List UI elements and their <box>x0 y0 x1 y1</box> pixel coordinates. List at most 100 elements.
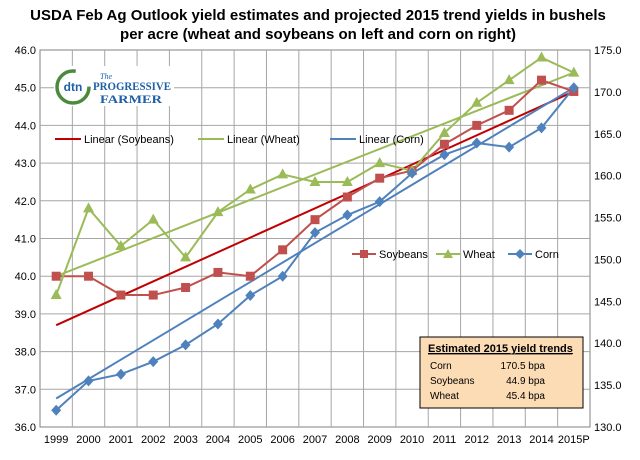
x-axis-tick-label: 2004 <box>206 434 230 446</box>
marker-corn <box>245 289 256 301</box>
x-axis-tick-label: 2013 <box>497 434 521 446</box>
left-axis-tick-label: 39.0 <box>15 309 36 321</box>
logo: dtn The PROGRESSIVE FARMER <box>54 66 174 106</box>
left-axis-tick-label: 44.0 <box>15 120 36 132</box>
marker-wheat <box>568 66 580 77</box>
logo-line-1: The <box>100 72 112 81</box>
x-axis-tick-label: 2014 <box>529 434 553 446</box>
right-axis-tick-label: 175.0 <box>594 45 622 57</box>
left-axis-tick-label: 46.0 <box>15 45 36 57</box>
marker-wheat <box>277 168 289 179</box>
marker-corn <box>148 356 159 368</box>
legend-label-linear-wheat: Linear (Wheat) <box>227 134 300 146</box>
marker-corn <box>83 375 94 387</box>
legend-swatch-corn-marker <box>515 249 525 259</box>
legend-label-wheat: Wheat <box>463 249 495 261</box>
trendline-linear-corn <box>55 86 575 400</box>
x-axis-tick-label: 2006 <box>270 434 294 446</box>
right-axis-tick-label: 170.0 <box>594 87 622 99</box>
x-axis-tick-label: 2012 <box>465 434 489 446</box>
marker-soybeans <box>148 290 158 300</box>
marker-wheat <box>50 289 62 300</box>
legend-label-corn: Corn <box>535 249 559 261</box>
marker-wheat <box>244 183 256 194</box>
trendline-linear-wheat <box>55 71 575 278</box>
right-axis-tick-label: 165.0 <box>594 129 622 141</box>
chart-title-line-2: per acre (wheat and soybeans on left and… <box>120 26 516 43</box>
marker-wheat <box>341 175 353 186</box>
right-axis-ticks: 130.0 135.0 140.0 145.0 150.0 155.0 160.0 165.0… <box>594 45 622 434</box>
logo-line-3: FARMER <box>100 92 162 106</box>
marker-corn <box>180 339 191 351</box>
x-axis-tick-label: 2008 <box>335 434 359 446</box>
yield-trend-row-corn-crop: Corn <box>430 361 452 372</box>
marker-soybeans <box>278 245 288 255</box>
marker-soybeans <box>536 75 546 85</box>
trend-legend: Linear (Soybeans) Linear (Wheat) Linear … <box>55 134 424 146</box>
left-axis-ticks: 36.0 37.0 38.0 39.0 40.0 41.0 42.0 43.0 44.0 45.0… <box>15 45 36 434</box>
right-axis-tick-label: 145.0 <box>594 296 622 308</box>
marker-soybeans <box>245 271 255 281</box>
x-axis-tick-label: 1999 <box>44 434 68 446</box>
yield-trend-row-soybeans-value: 44.9 bpa <box>506 376 545 387</box>
marker-soybeans <box>181 283 191 293</box>
left-axis-tick-label: 43.0 <box>15 158 36 170</box>
marker-soybeans <box>310 215 320 225</box>
marker-wheat <box>212 206 224 217</box>
marker-corn <box>277 270 288 282</box>
marker-soybeans <box>375 173 385 183</box>
left-axis-tick-label: 40.0 <box>15 271 36 283</box>
marker-wheat <box>503 74 515 85</box>
chart-title-line-1: USDA Feb Ag Outlook yield estimates and … <box>30 7 606 24</box>
left-axis-tick-label: 42.0 <box>15 196 36 208</box>
marker-soybeans <box>51 271 61 281</box>
marker-wheat <box>180 251 192 262</box>
legend-label-linear-corn: Linear (Corn) <box>359 134 424 146</box>
marker-wheat <box>83 202 95 213</box>
marker-soybeans <box>213 267 223 277</box>
x-axis-tick-label: 2001 <box>109 434 133 446</box>
marker-corn <box>439 149 450 161</box>
x-axis-tick-label: 2009 <box>367 434 391 446</box>
legend-swatch-soybeans-marker <box>360 250 368 258</box>
marker-corn <box>212 318 223 330</box>
left-axis-tick-label: 45.0 <box>15 83 36 95</box>
right-axis-tick-label: 135.0 <box>594 380 622 392</box>
yield-trend-box: Estimated 2015 yield trends Corn 170.5 b… <box>419 336 584 409</box>
series-legend: Soybeans Wheat Corn <box>352 249 559 261</box>
left-axis-tick-label: 36.0 <box>15 422 36 434</box>
right-axis-tick-label: 155.0 <box>594 213 622 225</box>
logo-line-2: PROGRESSIVE <box>93 79 171 93</box>
x-axis-tick-label: 2007 <box>303 434 327 446</box>
marker-corn <box>310 227 320 239</box>
marker-corn <box>568 82 579 94</box>
marker-corn <box>471 137 482 149</box>
logo-badge-text: dtn <box>64 80 83 94</box>
series-markers <box>50 51 580 416</box>
marker-soybeans <box>84 271 94 281</box>
marker-soybeans <box>472 120 482 130</box>
trendlines <box>55 71 575 400</box>
marker-wheat <box>309 175 321 186</box>
x-axis-tick-label: 2011 <box>433 434 457 446</box>
x-axis-tick-label: 2000 <box>76 434 100 446</box>
left-axis-tick-label: 38.0 <box>15 347 36 359</box>
yield-trend-row-wheat-value: 45.4 bpa <box>506 391 545 402</box>
legend-label-linear-soybeans: Linear (Soybeans) <box>84 134 174 146</box>
x-axis-tick-label: 2010 <box>400 434 424 446</box>
marker-corn <box>504 141 515 153</box>
yield-trend-box-title: Estimated 2015 yield trends <box>428 343 573 355</box>
yield-trend-row-wheat-crop: Wheat <box>430 391 459 402</box>
right-axis-tick-label: 140.0 <box>594 338 622 350</box>
marker-corn <box>374 196 385 208</box>
x-axis-tick-label: 2015P <box>558 434 590 446</box>
right-axis-tick-label: 160.0 <box>594 171 622 183</box>
left-axis-tick-label: 37.0 <box>15 384 36 396</box>
x-axis-ticks: 1999 2000 2001 2002 2003 2004 2005 2006 2007 2008… <box>44 434 590 446</box>
x-axis-tick-label: 2003 <box>173 434 197 446</box>
marker-wheat <box>115 240 127 251</box>
marker-corn <box>115 368 126 380</box>
marker-wheat <box>471 96 483 107</box>
yield-trend-row-soybeans-crop: Soybeans <box>430 376 474 387</box>
marker-corn <box>342 209 353 221</box>
